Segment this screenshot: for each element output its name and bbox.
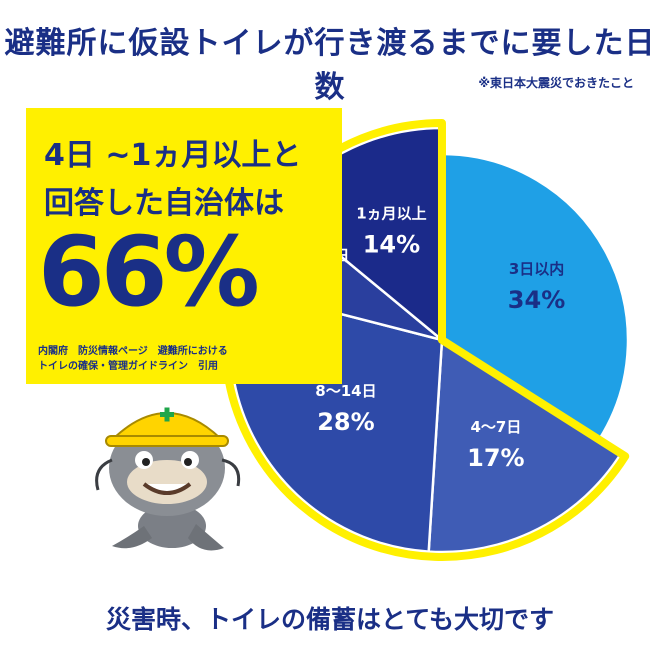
callout-percent: 66% [38, 216, 260, 328]
source-line-1: 内閣府 防災情報ページ 避難所における [38, 346, 228, 357]
pie-category-label-1: 3日以内 [509, 260, 564, 278]
pie-value-label-1: 34% [508, 286, 565, 314]
footer-message: 災害時、トイレの備蓄はとても大切です [105, 605, 554, 634]
callout-line-2: 回答した自治体は [44, 186, 284, 221]
source-line-2: トイレの確保・管理ガイドライン 引用 [38, 361, 218, 372]
pie-category-label-2: 4～7日 [470, 418, 521, 436]
pie-category-label-3: 8～14日 [315, 382, 376, 400]
pie-category-label-5: 1ヵ月以上 [356, 205, 426, 223]
pie-value-label-3: 28% [317, 408, 374, 436]
page-title: 避難所に仮設トイレが行き渡るまでに要した日数 [4, 26, 656, 105]
pie-slice-2 [427, 337, 623, 554]
pie-value-label-2: 17% [467, 444, 524, 472]
callout-box: 4日 ~1ヵ月以上と 回答した自治体は 66% 内閣府 防災情報ページ 避難所に… [26, 108, 342, 384]
source-note: ※東日本大震災でおきたこと [478, 76, 634, 90]
callout-line-1: 4日 ~1ヵ月以上と [44, 138, 302, 173]
pie-value-label-5: 14% [363, 231, 420, 259]
callout-source: 内閣府 防災情報ページ 避難所における トイレの確保・管理ガイドライン 引用 [38, 344, 338, 374]
catfish-mascot-illustration [95, 407, 241, 551]
